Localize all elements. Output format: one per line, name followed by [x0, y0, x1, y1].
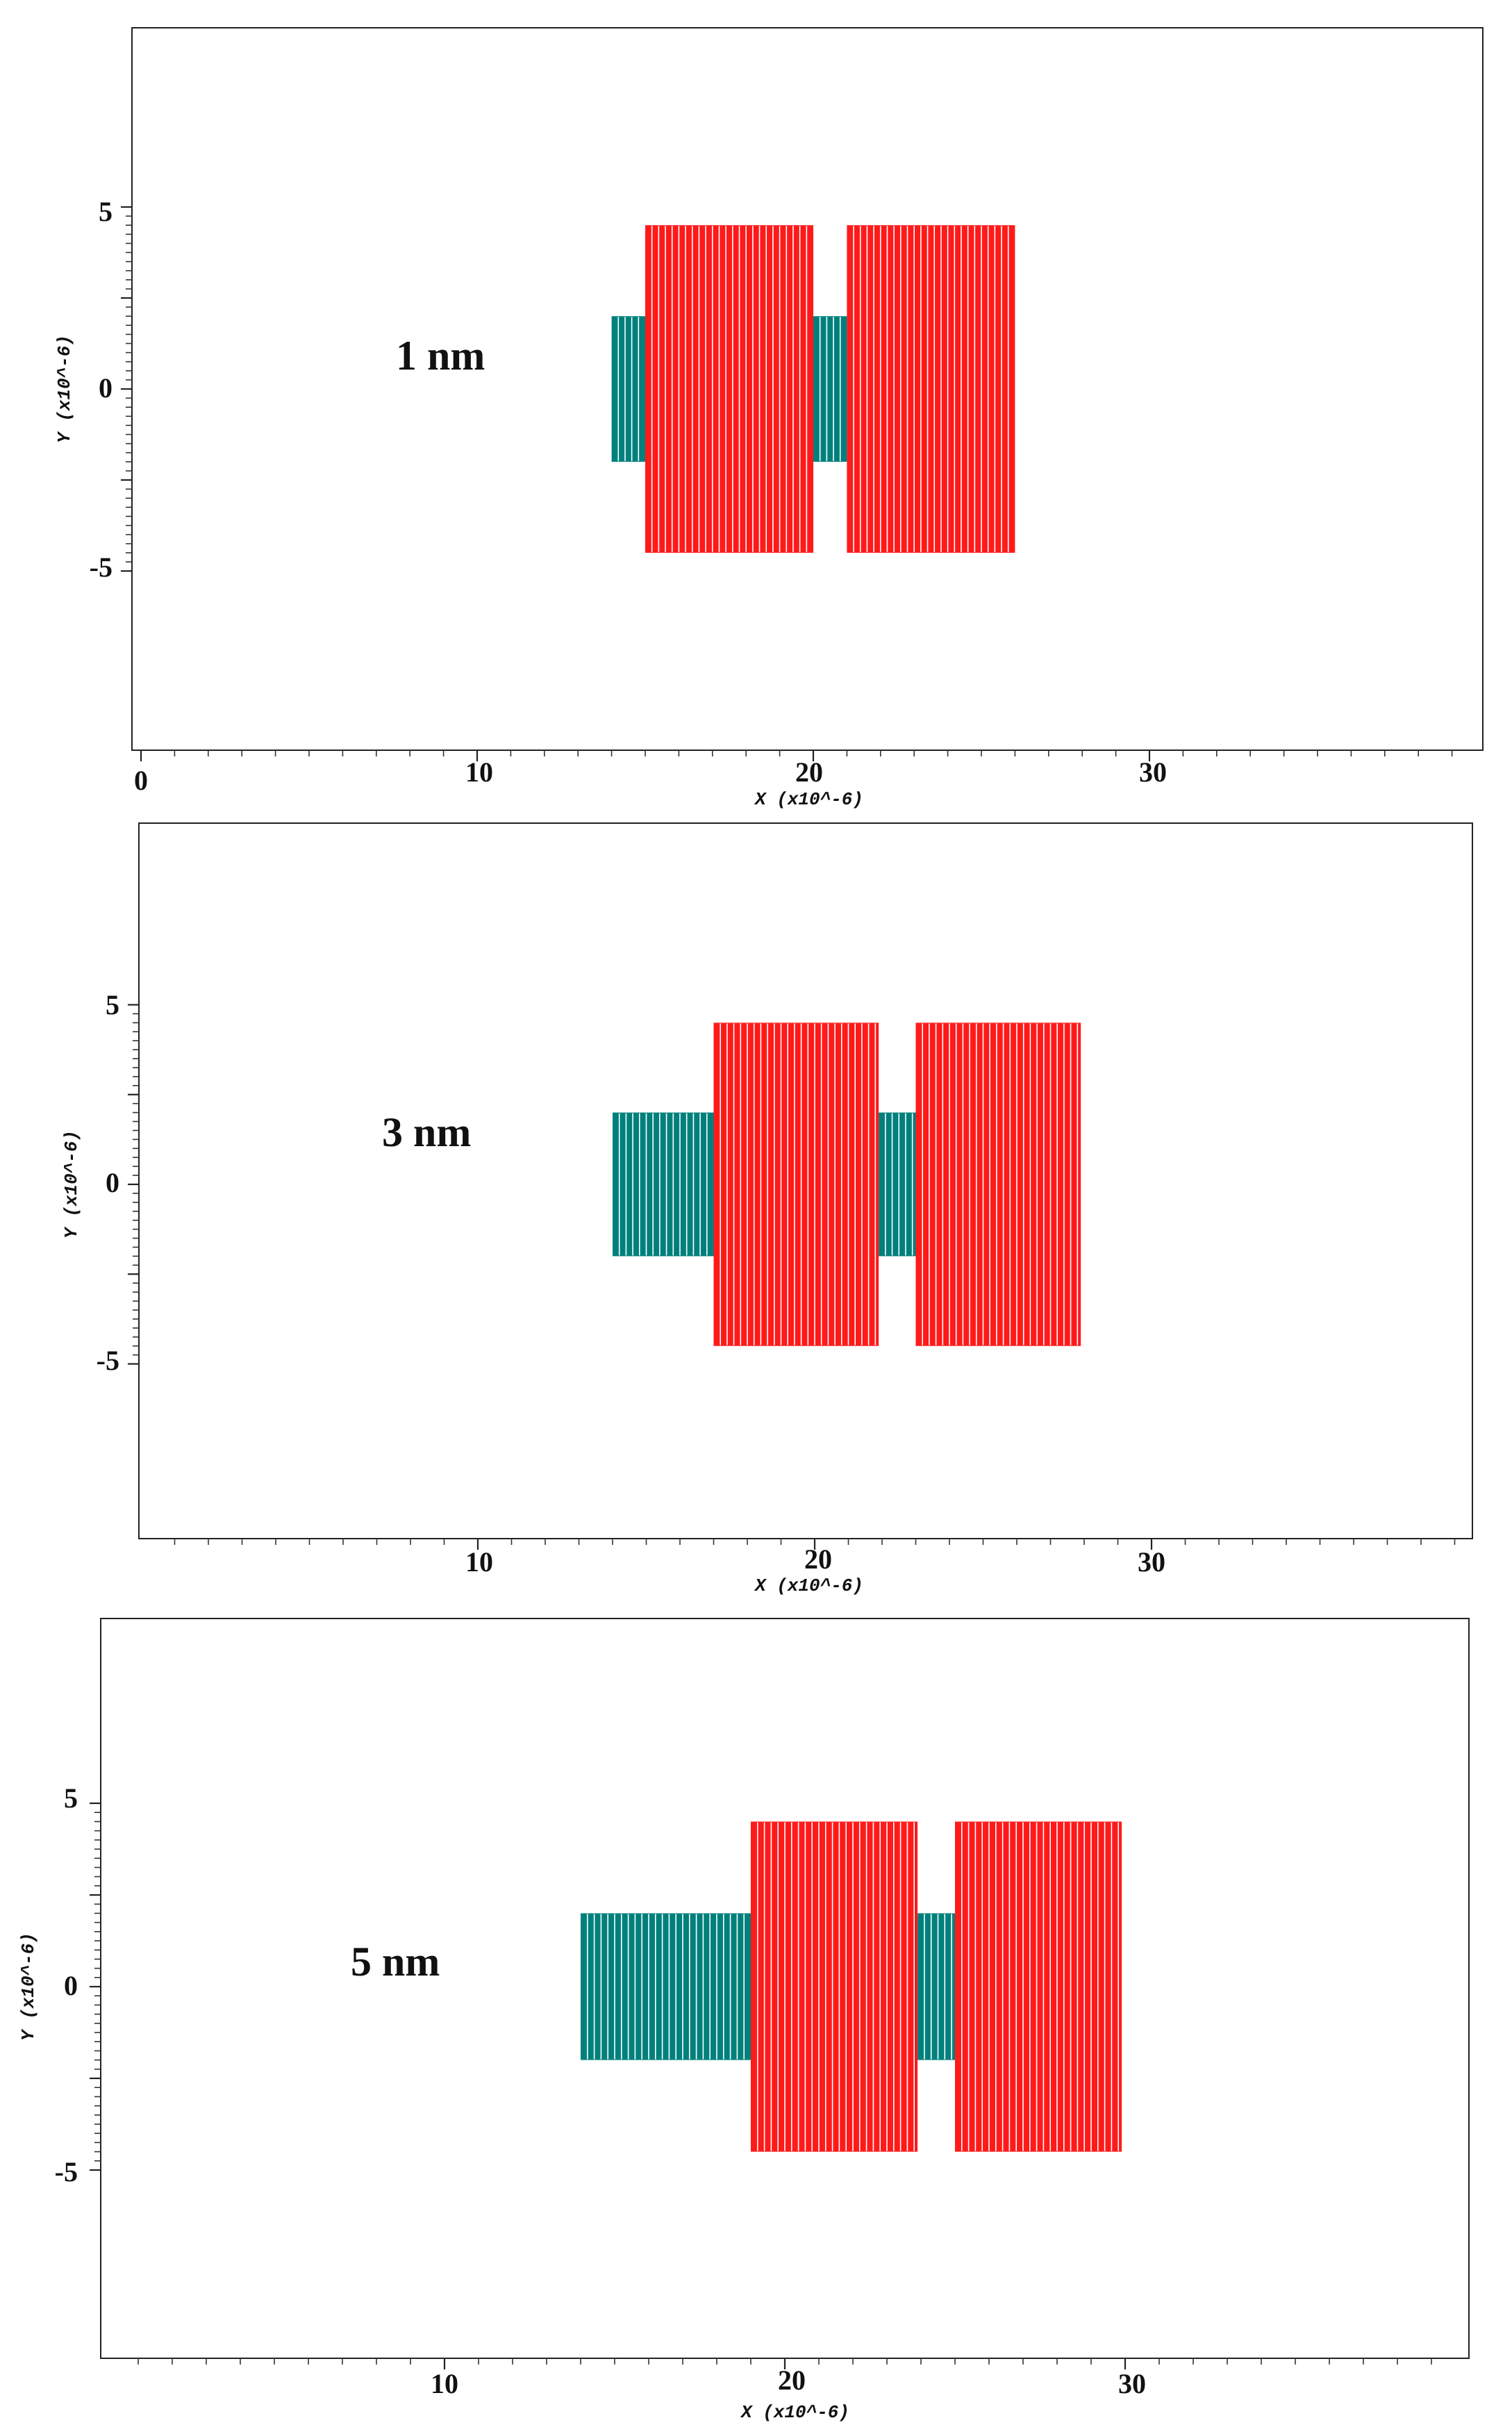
- y-tick-label: -5: [97, 1345, 119, 1376]
- tick-marks: [128, 1004, 1456, 1550]
- y-tick-label: -5: [90, 552, 113, 583]
- y-tick-label: 0: [106, 1167, 119, 1198]
- y-tick-label: 5: [99, 196, 113, 227]
- rect-red-right-fill: [847, 225, 1015, 553]
- rect-red-right-fill: [915, 1023, 1081, 1346]
- rect-teal-middle-fill: [879, 1112, 916, 1257]
- rect-red-right: [955, 1821, 1122, 2152]
- x-tick-label: 20: [795, 756, 823, 788]
- x-tick-label: 20: [804, 1543, 832, 1575]
- rect-layer: [611, 225, 1015, 553]
- rect-layer: [581, 1821, 1122, 2152]
- rect-red-right-fill: [955, 1821, 1122, 2152]
- x-tick-label: 10: [465, 1546, 493, 1578]
- panel-label: 3 nm: [382, 1109, 471, 1155]
- rect-red-left-fill: [751, 1821, 918, 2152]
- rect-red-right: [915, 1023, 1081, 1346]
- y-axis-title: Y (x10^-6): [54, 335, 75, 443]
- rect-teal-left: [611, 316, 645, 462]
- rect-layer: [613, 1023, 1081, 1346]
- rect-teal-middle: [879, 1112, 916, 1257]
- y-tick-label: 5: [106, 989, 119, 1020]
- x-tick-label: 10: [465, 756, 493, 788]
- panel-label: 5 nm: [351, 1939, 440, 1985]
- y-tick-label: 5: [64, 1782, 78, 1814]
- rect-teal-left: [581, 1913, 751, 2060]
- x-tick-label: 20: [778, 2365, 806, 2396]
- x-tick-label: 30: [1139, 756, 1167, 788]
- rect-teal-left-fill: [611, 316, 645, 462]
- rect-teal-middle: [813, 316, 847, 462]
- rect-red-left: [751, 1821, 918, 2152]
- rect-red-right: [847, 225, 1015, 553]
- y-tick-label: -5: [55, 2156, 78, 2187]
- rect-red-left: [645, 225, 813, 553]
- x-axis-title: X (x10^-6): [740, 2402, 849, 2423]
- tick-marks: [121, 206, 1453, 761]
- rect-red-left-fill: [645, 225, 813, 553]
- y-axis-title: Y (x10^-6): [18, 1932, 39, 2041]
- rect-teal-middle-fill: [917, 1913, 955, 2060]
- rect-teal-left-fill: [581, 1913, 751, 2060]
- x-tick-label: 10: [431, 2368, 458, 2399]
- panel-5nm: 5 nm 10 20 30 5 0 -5 X (x10^-6) Y (x10^-…: [18, 1618, 1470, 2423]
- rect-red-left-fill: [713, 1023, 879, 1346]
- rect-teal-middle: [917, 1913, 955, 2060]
- rect-red-left: [713, 1023, 879, 1346]
- panel-label: 1 nm: [396, 333, 485, 379]
- tick-marks: [90, 1802, 1432, 2369]
- y-tick-label: 0: [99, 372, 113, 404]
- rect-teal-middle-fill: [813, 316, 847, 462]
- y-tick-label: 0: [64, 1970, 78, 2001]
- y-axis-title: Y (x10^-6): [61, 1130, 82, 1239]
- rect-teal-left: [613, 1112, 714, 1257]
- x-axis-title: X (x10^-6): [754, 1575, 863, 1596]
- rect-teal-left-fill: [613, 1112, 714, 1257]
- x-axis-title: X (x10^-6): [754, 789, 863, 810]
- x-tick-label: 30: [1138, 1546, 1165, 1578]
- panel-3nm: 3 nm 10 20 30 5 0 -5 X (x10^-6) Y (x10^-…: [61, 822, 1473, 1596]
- x-tick-label: 30: [1118, 2368, 1146, 2399]
- panel-1nm: 1 nm 0 10 20 30 5 0 -5 X (x10^-6) Y (x10…: [54, 27, 1484, 810]
- x-tick-label: 0: [134, 765, 148, 796]
